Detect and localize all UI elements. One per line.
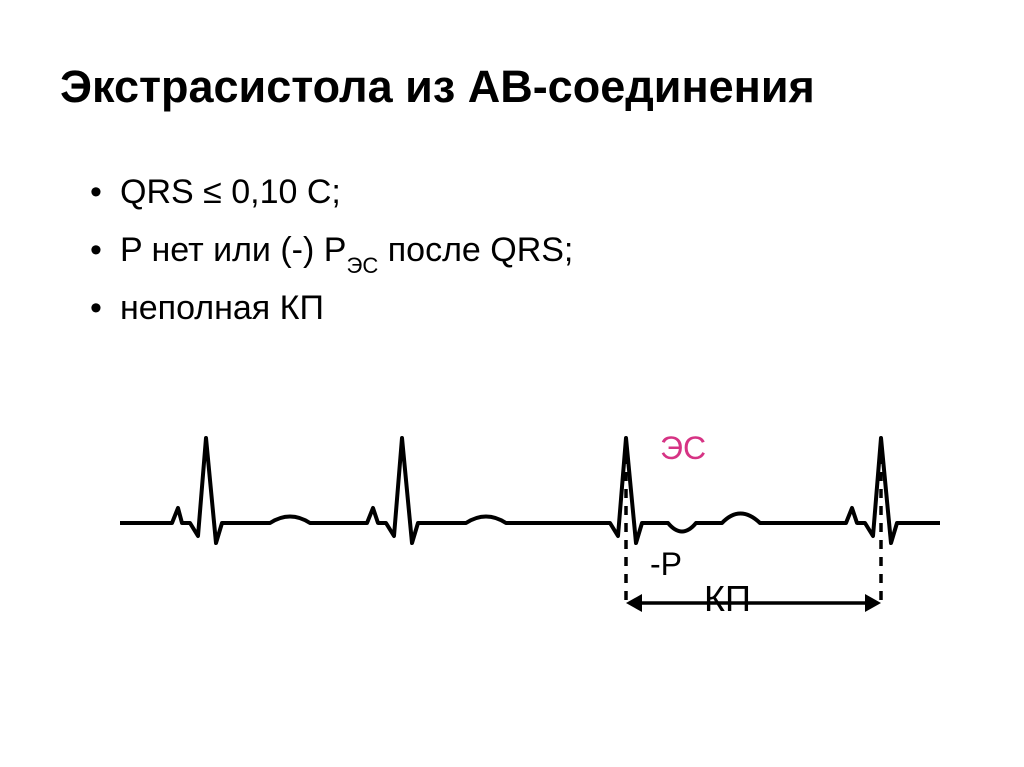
extrasystole-label: ЭС [660,430,706,467]
criterion-item: P нет или (-) PЭС после QRS; [90,222,964,280]
kp-interval-arrow [626,594,881,612]
negative-p-label: -P [650,546,682,583]
ecg-diagram: ЭС -P КП [120,418,940,658]
criteria-list: QRS ≤ 0,10 C; P нет или (-) PЭС после QR… [60,164,964,338]
ecg-waveform-svg [120,418,940,658]
compensatory-pause-label: КП [704,578,751,620]
slide-title: Экстрасистола из АВ-соединения [60,60,964,114]
ecg-trace [120,438,940,543]
criterion-item: неполная КП [90,280,964,338]
criterion-item: QRS ≤ 0,10 C; [90,164,964,222]
